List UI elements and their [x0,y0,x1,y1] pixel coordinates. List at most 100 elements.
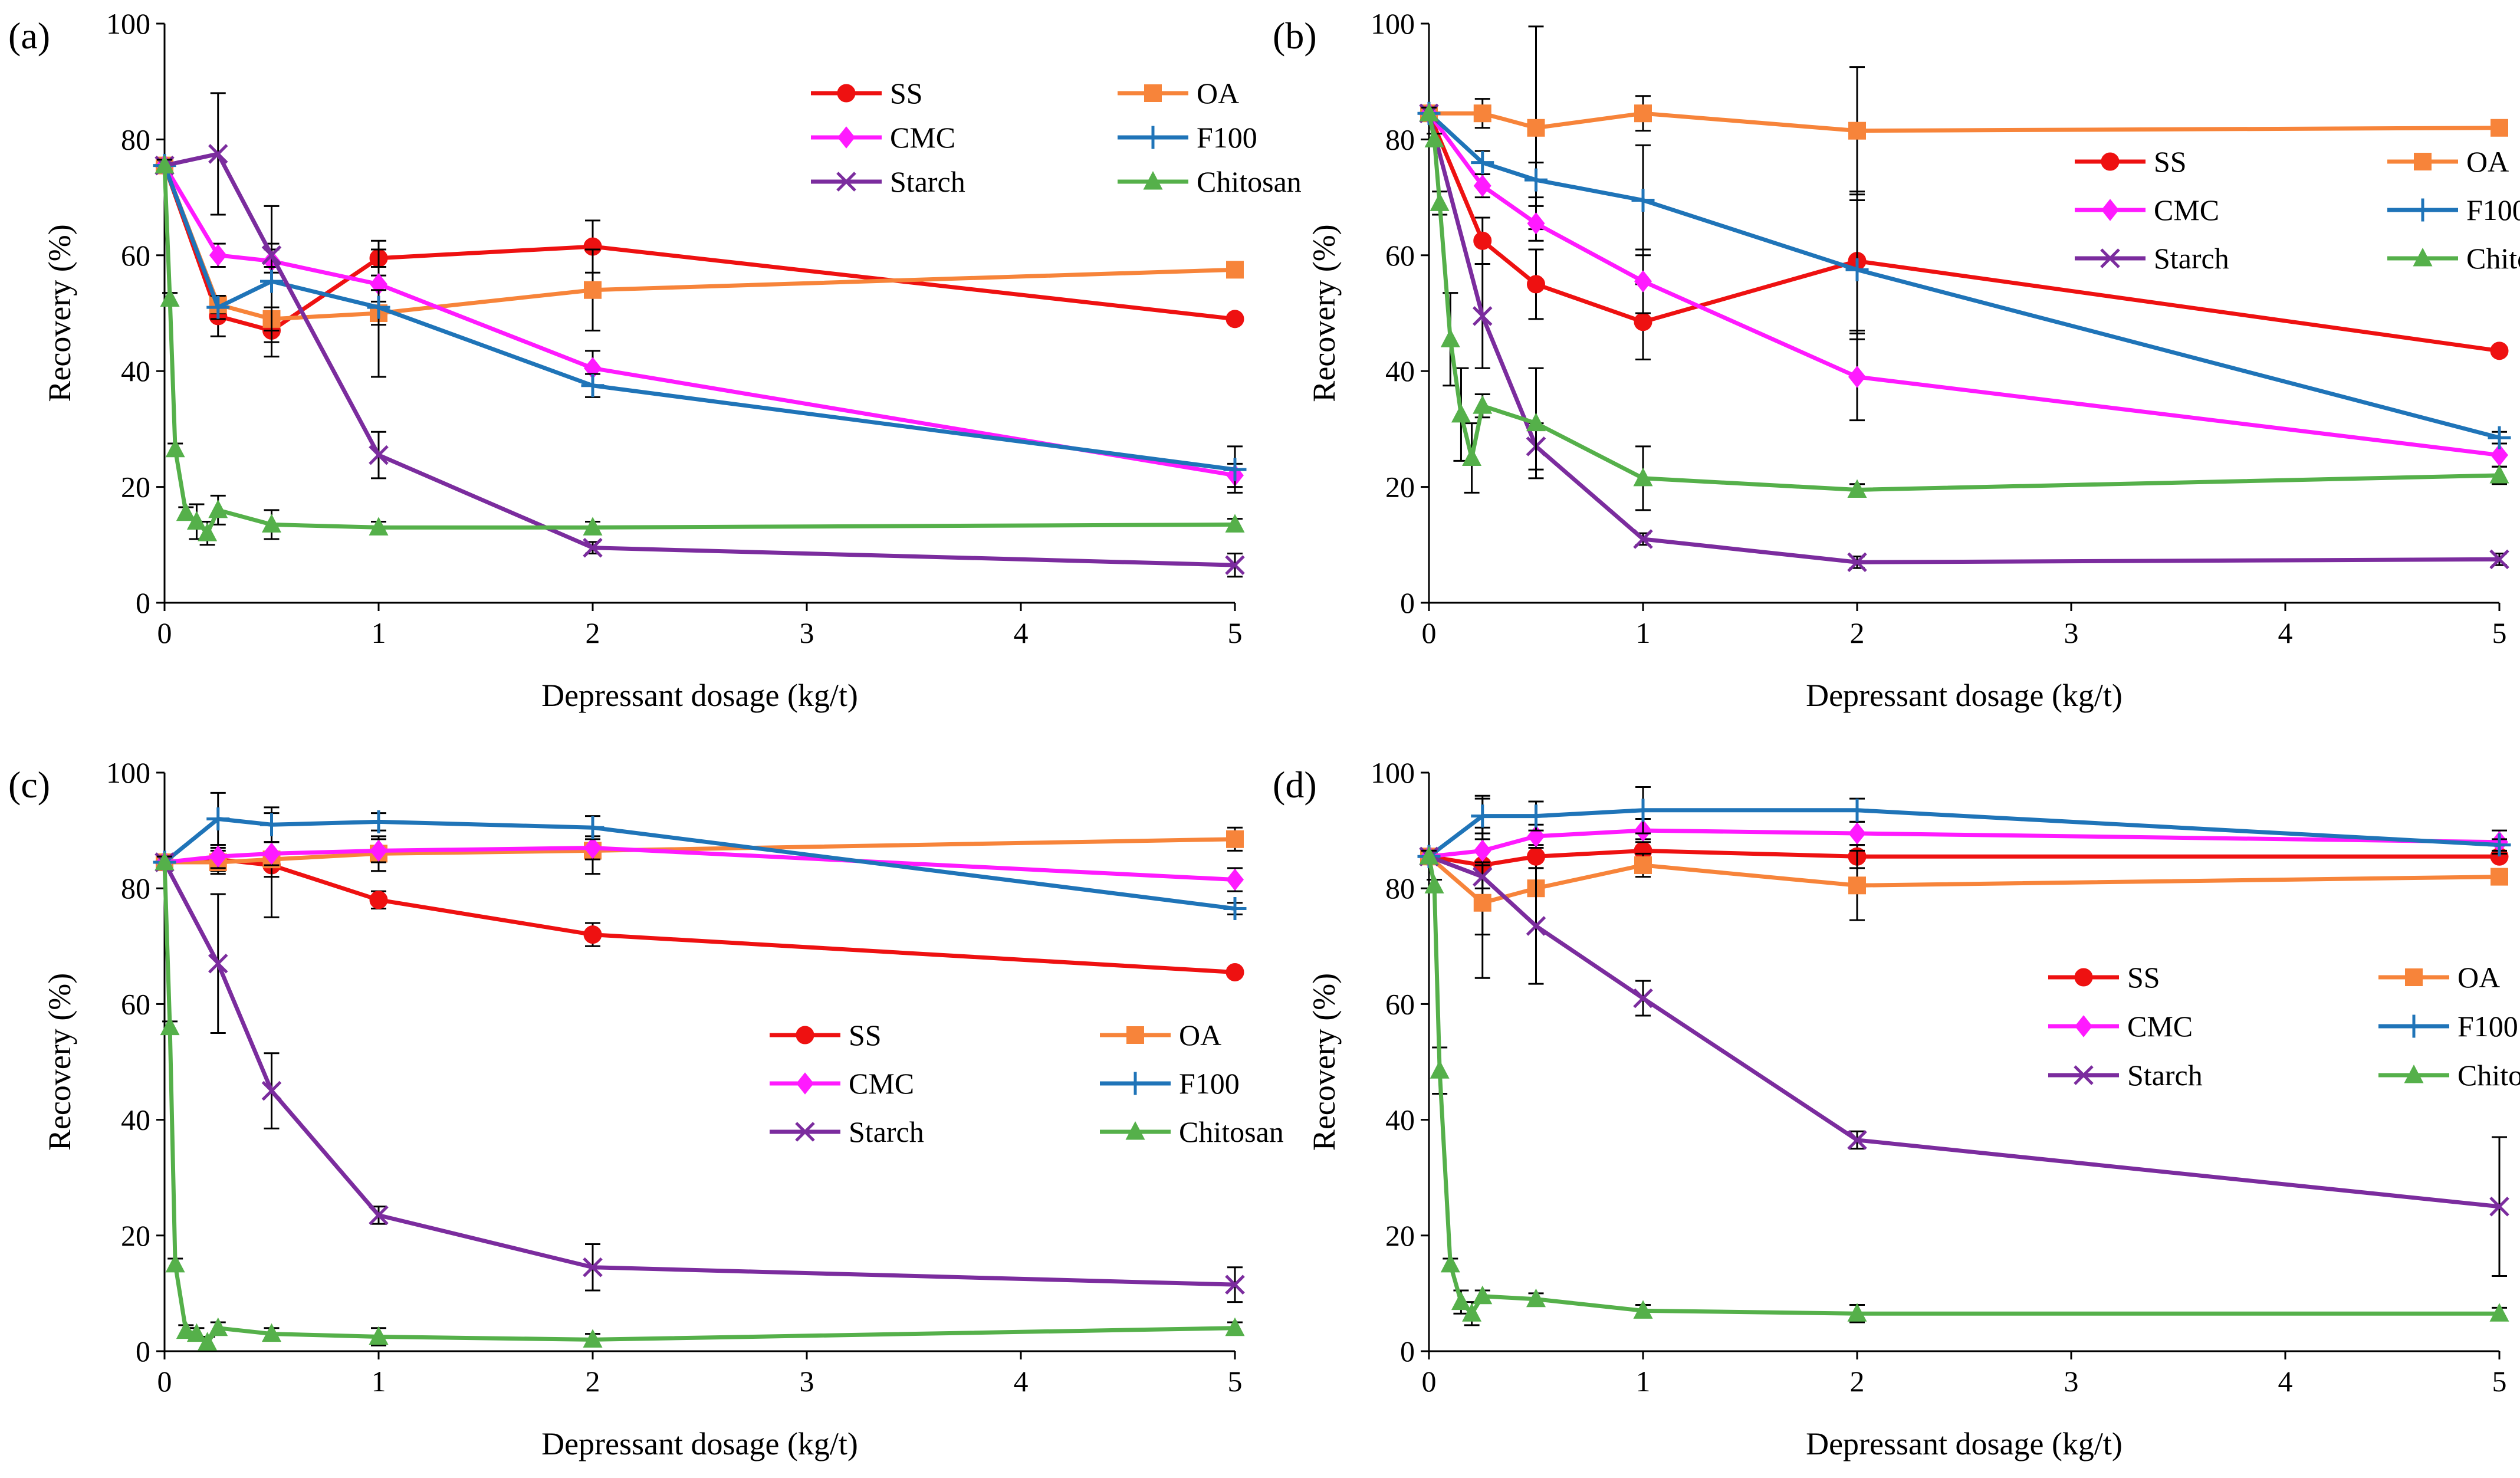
data-point [208,499,228,518]
data-point [1473,1285,1493,1305]
data-point [583,537,603,558]
x-tick-label: 1 [372,1365,386,1398]
data-point [1473,894,1491,912]
series-chitosan [1419,846,2509,1326]
legend-label: Chitosan [1197,165,1302,198]
data-point [1430,1060,1450,1079]
legend-item-chitosan: Chitosan [2378,1059,2520,1092]
legend-label: CMC [2154,193,2219,226]
data-point [583,517,603,536]
data-point [1631,799,1655,822]
series-line [163,816,1236,911]
chart-panel-3: 0 20 40 60 80 100 0 1 2 3 4 5 Depressant dosage (kg/… [8,756,1284,1461]
series-cmc [1420,817,2508,868]
panel-label: (d) [1273,764,1317,806]
data-point [2491,119,2508,137]
data-point [198,523,218,541]
legend-item-starch: Starch [770,1115,924,1148]
data-point [1847,552,1867,573]
series-f100 [153,791,1247,921]
y-axis-label: Recovery (%) [1306,224,1342,402]
data-point [1631,189,1655,212]
y-axis-label: Recovery (%) [42,973,77,1151]
series-chitosan [1419,103,2509,511]
data-point [1451,403,1471,423]
legend-label: CMC [849,1067,914,1100]
data-point [2489,1196,2509,1217]
legend-label: SS [849,1019,882,1052]
data-point [1225,514,1245,533]
data-point [1225,1275,1245,1295]
data-point [262,842,281,865]
x-tick-label: 2 [1850,616,1865,649]
data-point [186,1323,206,1342]
data-point [370,839,387,862]
data-point [261,245,282,265]
y-tick-label: 100 [1371,756,1415,789]
series-ss [155,156,1244,343]
data-point [1462,447,1482,466]
legend-marker [2405,968,2423,986]
legend-marker [1123,1072,1147,1095]
y-tick-label: 0 [1400,1335,1415,1368]
data-point [1847,479,1867,498]
data-point [1440,329,1460,347]
series-line [1427,808,2500,859]
data-point [1848,822,1866,845]
x-tick-label: 0 [157,616,172,649]
data-point [1419,846,1439,865]
legend-label: Chitosan [2466,242,2520,275]
y-tick-label: 20 [1385,471,1415,504]
panel-label: (a) [8,15,50,57]
series-line [164,846,1236,882]
chart-panel-2: 0 20 40 60 80 100 0 1 2 3 4 5 Depressant dosage (kg/… [1273,7,2520,713]
legend-marker [2411,198,2434,222]
series-line [1427,112,2500,458]
data-point [369,517,389,536]
legend-item-starch: Starch [811,165,965,198]
y-axis-label: Recovery (%) [1306,973,1342,1151]
series-line [162,861,1236,1287]
data-point [584,836,602,859]
data-point [1223,458,1247,481]
data-point [1473,395,1493,414]
x-tick-label: 5 [2492,1365,2507,1398]
y-tick-label: 80 [1385,872,1415,905]
x-tick-label: 2 [586,1365,600,1398]
y-tick-label: 20 [1385,1219,1415,1252]
legend-item-cmc: CMC [770,1067,914,1100]
series-line [164,152,1236,567]
legend-label: OA [1179,1019,1221,1052]
data-point [1462,1303,1482,1322]
data-point [1527,212,1545,235]
legend-item-ss: SS [811,77,923,110]
data-point [1633,467,1653,487]
series-starch [1419,103,2509,573]
series-starch [155,92,1245,578]
data-point [1527,275,1545,294]
data-point [2488,833,2511,857]
data-point [1473,839,1491,862]
y-tick-label: 80 [121,872,150,905]
x-tick-label: 5 [2492,616,2507,649]
series-cmc [1420,102,2508,468]
chart-panel-1: 0 20 40 60 80 100 0 1 2 3 4 5 Depressant dosage (kg/… [8,7,1302,713]
data-point [1848,876,1866,895]
legend-item-chitosan: Chitosan [2387,242,2520,275]
data-point [1527,847,1545,866]
x-tick-label: 1 [372,616,386,649]
legend-item-ss: SS [2075,145,2187,178]
x-tick-label: 4 [1014,616,1029,649]
x-tick-label: 0 [1422,1365,1437,1398]
legend-item-cmc: CMC [811,121,955,154]
x-tick-label: 0 [157,1365,172,1398]
y-tick-label: 40 [121,354,150,387]
data-point [1847,1303,1867,1322]
legend-marker [837,84,856,103]
data-point [209,845,227,868]
legend-label: OA [2457,961,2500,994]
legend-label: SS [890,77,923,110]
data-point [1845,799,1869,822]
legend-label: Starch [890,165,965,198]
legend: SS OA CMC F100 Starch Chitosan [2075,145,2520,275]
